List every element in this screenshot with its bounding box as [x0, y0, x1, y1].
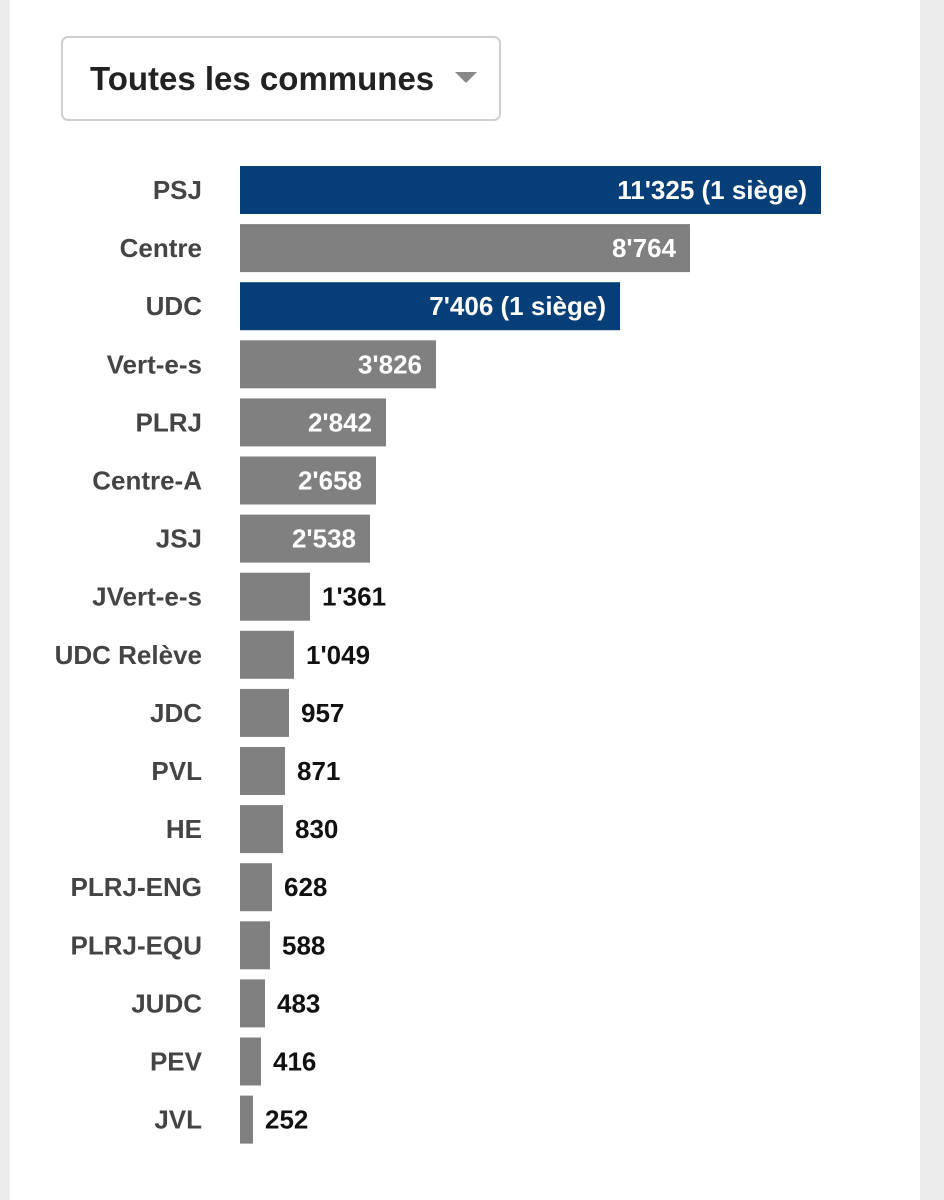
party-label-plrj-eng: PLRJ-ENG [71, 872, 202, 902]
party-label-udc: UDC [146, 291, 203, 321]
value-label-pev: 416 [273, 1047, 316, 1077]
value-label-jvert-e-s: 1'361 [322, 582, 386, 612]
value-label-psj: 11'325 (1 siège) [617, 175, 807, 205]
party-label-udc-rel-ve: UDC Relève [55, 640, 202, 670]
bar-judc [240, 979, 265, 1028]
bar-plrj-equ [240, 921, 270, 970]
party-label-vert-e-s: Vert-e-s [107, 349, 202, 379]
party-label-pev: PEV [150, 1047, 203, 1077]
party-label-plrj-equ: PLRJ-EQU [71, 930, 202, 960]
value-label-plrj: 2'842 [308, 407, 372, 437]
value-label-jsj: 2'538 [292, 524, 356, 554]
bar-jvl [240, 1095, 253, 1144]
party-label-jvert-e-s: JVert-e-s [92, 582, 202, 612]
value-label-centre: 8'764 [612, 233, 677, 263]
caret-down-icon [455, 72, 477, 83]
bar-centre [240, 224, 690, 273]
party-label-jdc: JDC [150, 698, 202, 728]
value-label-centre-a: 2'658 [298, 466, 362, 496]
bar-plrj-eng [240, 863, 272, 912]
bar-plrj [240, 398, 386, 447]
commune-select-value: Toutes les communes [90, 60, 435, 97]
value-label-plrj-eng: 628 [284, 872, 327, 902]
commune-select[interactable]: Toutes les communes [61, 36, 501, 121]
value-label-he: 830 [295, 814, 338, 844]
value-label-pvl: 871 [297, 756, 340, 786]
party-label-pvl: PVL [151, 756, 202, 786]
bar-jsj [240, 514, 370, 563]
value-label-jdc: 957 [301, 698, 344, 728]
bar-centre-a [240, 456, 376, 505]
bar-psj [240, 166, 821, 214]
party-label-jsj: JSJ [156, 524, 202, 554]
value-label-udc: 7'406 (1 siège) [429, 291, 606, 321]
bar-pvl [240, 747, 285, 795]
party-label-jvl: JVL [154, 1105, 202, 1135]
party-label-psj: PSJ [153, 175, 202, 205]
bar-he [240, 805, 283, 854]
value-label-judc: 483 [277, 988, 320, 1018]
bar-vert-e-s [240, 340, 436, 389]
party-label-centre: Centre [120, 233, 202, 263]
party-label-judc: JUDC [131, 988, 202, 1018]
value-label-plrj-equ: 588 [282, 930, 325, 960]
party-label-he: HE [166, 814, 202, 844]
value-label-jvl: 252 [265, 1105, 308, 1135]
bar-udc-rel-ve [240, 630, 294, 679]
bar-udc [240, 282, 620, 331]
bar-pev [240, 1037, 261, 1086]
value-label-udc-rel-ve: 1'049 [306, 640, 370, 670]
party-label-plrj: PLRJ [136, 407, 202, 437]
bar-jvert-e-s [240, 572, 310, 621]
bar-jdc [240, 688, 289, 737]
party-label-centre-a: Centre-A [92, 466, 202, 496]
value-label-vert-e-s: 3'826 [358, 349, 422, 379]
